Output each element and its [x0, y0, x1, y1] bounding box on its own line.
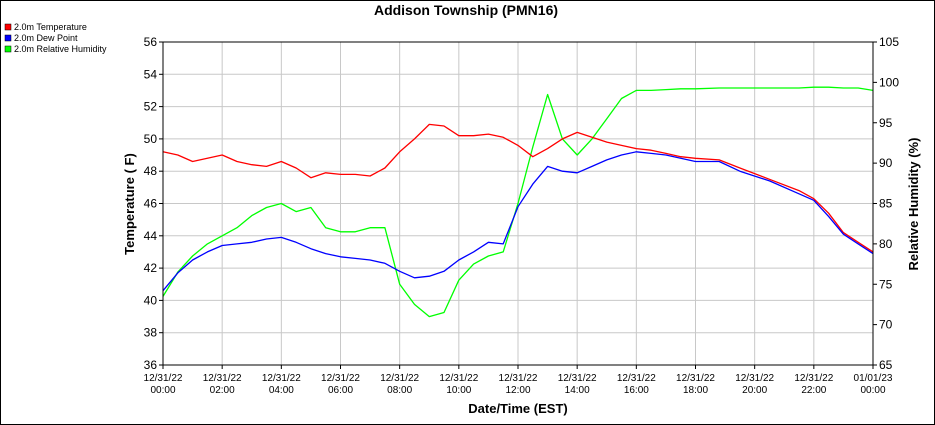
right-tick-label: 65 [879, 358, 893, 372]
left-tick-label: 48 [144, 164, 158, 178]
x-tick-date-label: 12/31/22 [735, 373, 774, 384]
x-tick-time-label: 00:00 [150, 385, 175, 396]
x-tick-time-label: 08:00 [387, 385, 412, 396]
x-tick-date-label: 12/31/22 [380, 373, 419, 384]
left-axis-title: Temperature ( F) [122, 153, 137, 255]
x-tick-time-label: 02:00 [210, 385, 235, 396]
x-tick-time-label: 04:00 [269, 385, 294, 396]
right-tick-label: 85 [879, 197, 893, 211]
grid-lines [163, 42, 873, 365]
x-tick-time-label: 18:00 [683, 385, 708, 396]
series-layer [162, 86, 874, 318]
x-tick-time-label: 06:00 [328, 385, 353, 396]
left-tick-label: 56 [144, 35, 158, 49]
left-tick-label: 38 [144, 326, 158, 340]
x-tick-time-label: 12:00 [505, 385, 530, 396]
x-axis-ticks: 12/31/2200:0012/31/2202:0012/31/2204:001… [144, 365, 893, 396]
left-axis-ticks: 36 38 40 42 44 46 48 50 52 54 56 [144, 35, 163, 372]
legend: 2.0m Temperature 2.0m Dew Point 2.0m Rel… [4, 22, 107, 54]
legend-label-relative-humidity: 2.0m Relative Humidity [14, 44, 107, 54]
x-tick-date-label: 12/31/22 [499, 373, 538, 384]
left-tick-label: 42 [144, 261, 158, 275]
x-tick-time-label: 22:00 [801, 385, 826, 396]
right-axis-ticks: 65 70 75 80 85 90 95 100 105 [873, 35, 899, 372]
left-tick-label: 40 [144, 293, 158, 307]
x-tick-time-label: 00:00 [860, 385, 885, 396]
x-tick-time-label: 20:00 [742, 385, 767, 396]
legend-label-temperature: 2.0m Temperature [14, 22, 87, 32]
legend-swatch-temperature [4, 23, 12, 31]
left-tick-label: 54 [144, 67, 158, 81]
left-tick-label: 46 [144, 197, 158, 211]
right-tick-label: 95 [879, 116, 893, 130]
right-tick-label: 70 [879, 318, 893, 332]
x-axis-title: Date/Time (EST) [468, 401, 567, 416]
legend-label-dew-point: 2.0m Dew Point [14, 33, 78, 43]
series-line-2-0m-temperature [162, 123, 874, 253]
right-tick-label: 90 [879, 156, 893, 170]
x-tick-date-label: 12/31/22 [144, 373, 183, 384]
right-tick-label: 80 [879, 237, 893, 251]
left-tick-label: 52 [144, 100, 158, 114]
x-tick-date-label: 12/31/22 [617, 373, 656, 384]
left-tick-label: 50 [144, 132, 158, 146]
right-tick-label: 105 [879, 35, 899, 49]
right-axis-title: Relative Humidity (%) [906, 138, 921, 271]
x-tick-time-label: 14:00 [565, 385, 590, 396]
x-tick-date-label: 12/31/22 [439, 373, 478, 384]
chart-title: Addison Township (PMN16) [374, 2, 558, 18]
series-line-2-0m-relative-humidity [162, 86, 874, 318]
x-tick-date-label: 12/31/22 [203, 373, 242, 384]
x-tick-date-label: 12/31/22 [794, 373, 833, 384]
left-tick-label: 44 [144, 229, 158, 243]
x-tick-date-label: 12/31/22 [558, 373, 597, 384]
right-tick-label: 75 [879, 277, 893, 291]
x-tick-date-label: 01/01/23 [854, 373, 893, 384]
x-tick-time-label: 10:00 [446, 385, 471, 396]
series-line-2-0m-dew-point [162, 151, 874, 292]
x-tick-time-label: 16:00 [624, 385, 649, 396]
legend-swatch-relative-humidity [4, 45, 12, 53]
legend-swatch-dew-point [4, 34, 12, 42]
x-tick-date-label: 12/31/22 [262, 373, 301, 384]
x-tick-date-label: 12/31/22 [321, 373, 360, 384]
right-tick-label: 100 [879, 75, 899, 89]
x-tick-date-label: 12/31/22 [676, 373, 715, 384]
left-tick-label: 36 [144, 358, 158, 372]
